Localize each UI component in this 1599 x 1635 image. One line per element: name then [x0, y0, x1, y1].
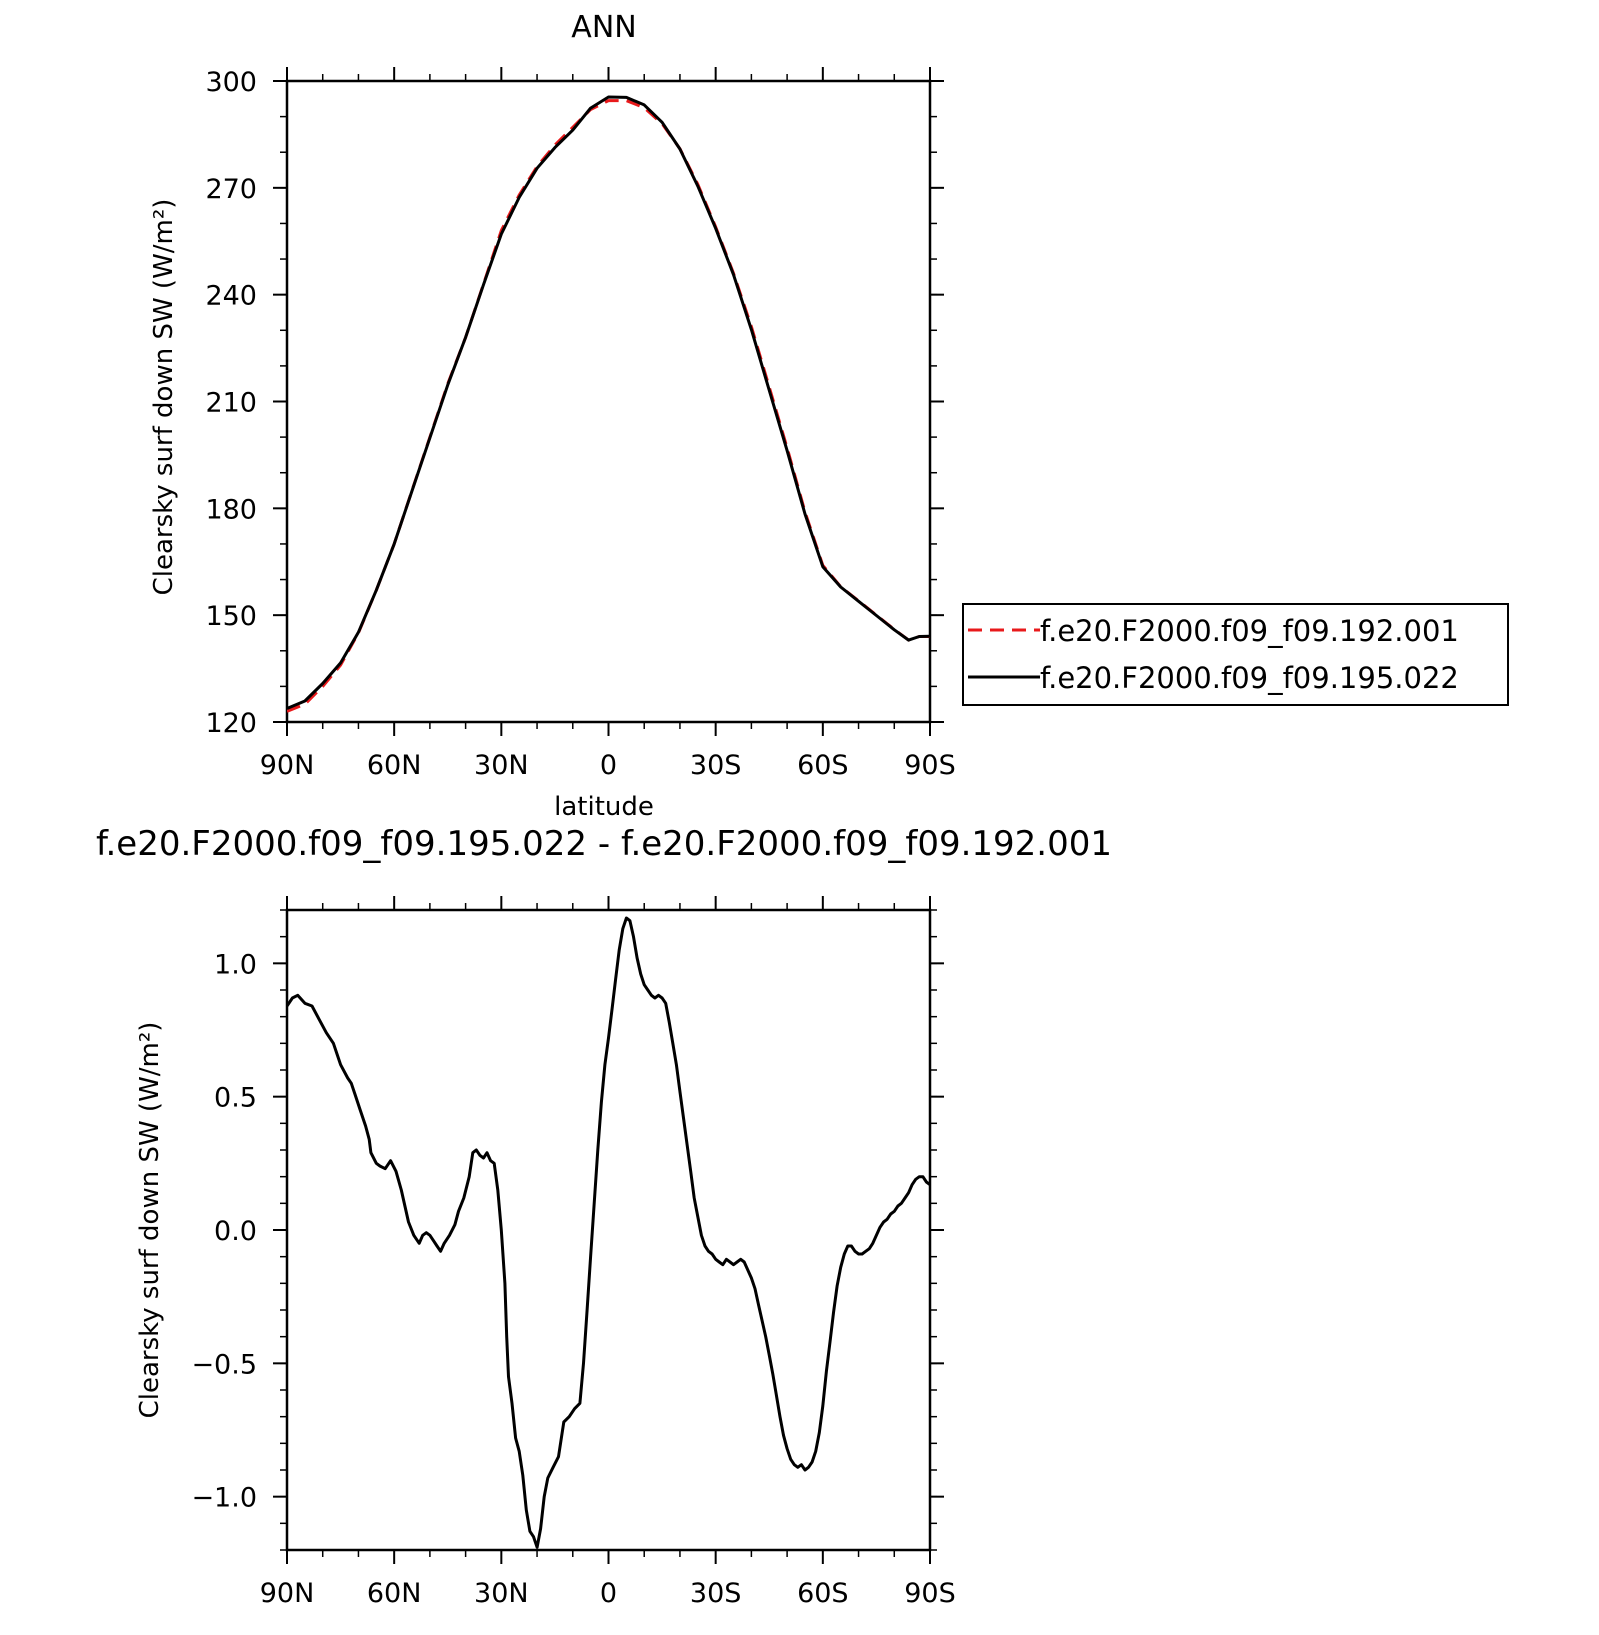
bottom-x-tick-label-5: 60S	[797, 1578, 849, 1609]
top-y-tick-label-3: 210	[205, 388, 257, 419]
top-series-line-2	[287, 95, 930, 710]
top-y-tick-label-1: 270	[205, 174, 257, 205]
bottom-chart-title: f.e20.F2000.f09_f09.195.022 - f.e20.F200…	[96, 824, 1112, 864]
top-x-tick-label-3: 0	[600, 750, 617, 781]
bottom-y-tick-label-1: 0.5	[214, 1083, 257, 1114]
bottom-x-tick-label-4: 30S	[690, 1578, 742, 1609]
top-y-tick-label-6: 120	[205, 708, 257, 739]
top-series-line-1	[287, 99, 930, 713]
top-plot-area: 90N 60N 30N 0 30S 60S 90S 300 270 240 210 180 150 120	[205, 67, 956, 781]
top-chart-title: ANN	[571, 10, 636, 45]
top-y-tick-label-2: 240	[205, 281, 257, 312]
top-y-axis-label: Clearsky surf down SW (W/m²)	[149, 199, 179, 596]
top-y-tick-label-4: 180	[205, 494, 257, 525]
bottom-plot-area: 90N 60N 30N 0 30S 60S 90S 1.0 0.5 0.0 −0.5 −1.0	[191, 896, 956, 1609]
bottom-plot-frame	[285, 908, 932, 1552]
top-plot-frame	[285, 79, 932, 724]
bottom-series-line-1	[287, 916, 930, 1549]
legend-label-series-1: f.e20.F2000.f09_f09.192.001	[1040, 614, 1459, 648]
bottom-x-tick-label-6: 90S	[904, 1578, 956, 1609]
top-x-tick-label-5: 60S	[797, 750, 849, 781]
top-x-tick-label-0: 90N	[260, 750, 315, 781]
bottom-y-tick-label-2: 0.0	[214, 1216, 257, 1247]
legend-label-series-2: f.e20.F2000.f09_f09.195.022	[1040, 661, 1459, 695]
top-x-axis-label: latitude	[554, 792, 654, 822]
top-x-tick-label-1: 60N	[367, 750, 422, 781]
bottom-x-tick-label-0: 90N	[260, 1578, 315, 1609]
bottom-x-tick-label-2: 30N	[474, 1578, 529, 1609]
top-x-tick-label-4: 30S	[690, 750, 742, 781]
top-y-tick-label-0: 300	[205, 67, 257, 98]
top-x-tick-label-2: 30N	[474, 750, 529, 781]
bottom-y-tick-label-3: −0.5	[191, 1349, 257, 1380]
bottom-y-tick-label-4: −1.0	[191, 1483, 257, 1514]
top-y-tick-label-5: 150	[205, 601, 257, 632]
bottom-panel: f.e20.F2000.f09_f09.195.022 - f.e20.F200…	[96, 824, 1112, 1609]
bottom-y-tick-label-0: 1.0	[214, 949, 257, 980]
top-x-tick-label-6: 90S	[904, 750, 956, 781]
bottom-y-axis-label: Clearsky surf down SW (W/m²)	[135, 1022, 165, 1419]
bottom-x-tick-label-3: 0	[600, 1578, 617, 1609]
legend: f.e20.F2000.f09_f09.192.001 f.e20.F2000.…	[962, 603, 1509, 706]
bottom-x-tick-label-1: 60N	[367, 1578, 422, 1609]
legend-box	[962, 603, 1509, 706]
top-panel: ANN 90N 60N 30N 0 30S 60S 90S 300 270 240 210 180 15…	[149, 10, 1509, 822]
